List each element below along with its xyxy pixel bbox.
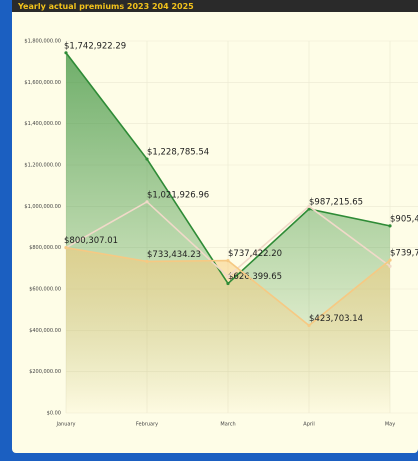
plot: $0.00 $200,000.00 $400,000.00 $600,000.00 $8… [24,39,418,428]
point [388,264,392,268]
value-label: $1,228,785.54 [147,148,209,158]
x-tick-label: January [56,422,76,428]
value-label: $905,4 [390,214,418,224]
point [145,259,149,264]
value-label: $739,75 [390,249,418,259]
value-label: $987,215.65 [309,197,363,207]
point [145,200,149,204]
point [64,246,68,250]
x-tick-label: April [303,422,314,428]
value-label: $423,703.14 [309,314,363,324]
y-tick-label: $1,200,000.00 [24,163,61,169]
area [66,247,390,413]
value-label: $800,307.01 [64,236,118,246]
title-bar [12,0,418,12]
value-label: $626,399.65 [228,272,282,282]
y-tick-label: $1,000,000.00 [24,204,61,210]
y-tick-label: $800,000.00 [29,245,61,251]
value-label: $737,422.20 [228,249,282,259]
y-tick-label: $400,000.00 [29,328,61,334]
y-tick-label: $1,800,000.00 [24,39,61,45]
point [226,258,230,263]
y-tick-label: $200,000.00 [29,369,61,375]
x-tick-label: March [220,422,235,428]
value-label: $733,434.23 [147,250,201,260]
x-tick-label: February [136,422,158,428]
y-tick-label: $1,600,000.00 [24,80,61,86]
y-tick-label: $600,000.00 [29,287,61,293]
y-tick-label: $1,400,000.00 [24,121,61,127]
point [388,224,392,228]
point [226,281,230,286]
value-label: $1,742,922.29 [64,41,126,51]
point [307,207,311,211]
point [64,51,68,55]
chart-title: Yearly actual premiums 2023 204 2025 [17,2,194,11]
point [145,157,149,161]
point [307,204,311,208]
value-label: $1,021,926.96 [147,190,209,200]
y-tick-label: $0.00 [47,411,61,417]
point [307,323,311,328]
x-tick-label: May [385,422,395,428]
point [226,275,230,279]
point [388,258,392,262]
